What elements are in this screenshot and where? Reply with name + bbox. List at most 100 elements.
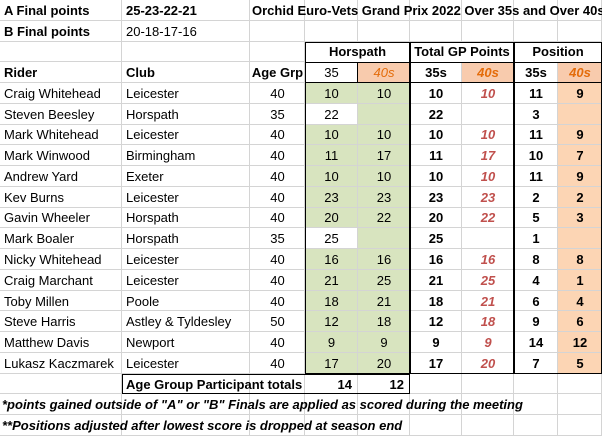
cell (250, 0, 305, 21)
cell-text: 17 (480, 148, 496, 164)
cell-text: 9 (576, 168, 584, 184)
cell (305, 124, 358, 146)
cell (305, 415, 358, 436)
note: *points gained outside of "A" or "B" Fin… (2, 397, 523, 413)
cell-text: 22 (428, 106, 444, 122)
cell-text: Matthew Davis (4, 335, 90, 351)
cell-text: Toby Millen (4, 293, 70, 309)
cell (410, 0, 462, 21)
cell (0, 207, 122, 229)
cell (250, 20, 305, 42)
cell-text: Nicky Whitehead (4, 252, 102, 268)
cell (305, 20, 358, 42)
cell (514, 311, 558, 333)
cell (250, 249, 305, 270)
cell (410, 83, 462, 104)
cell (410, 290, 462, 312)
cell-text: 21 (480, 293, 496, 309)
cell-text: 22 (480, 210, 496, 226)
cell-text: 11 (529, 168, 543, 184)
cell-text: 10 (324, 168, 339, 184)
column-header: 35s (525, 65, 547, 81)
cell (0, 166, 122, 187)
column-header: 40s (569, 65, 591, 81)
cell-text: 12 (428, 314, 444, 330)
cell (305, 269, 358, 291)
cell-text: 10 (376, 127, 392, 143)
label: B Final points (4, 23, 90, 39)
cell (410, 207, 462, 229)
cell-text: 35 (270, 106, 285, 122)
cell-text: 40 (270, 335, 285, 351)
cell-text: 6 (576, 314, 584, 330)
cell-text: 1 (532, 231, 540, 247)
cell-text: 18 (428, 293, 444, 309)
cell-text: 40 (270, 85, 285, 101)
cell-text: 2 (576, 189, 584, 205)
cell-text: Leicester (126, 252, 179, 268)
cell (250, 332, 305, 353)
cell (305, 290, 358, 312)
cell-text (462, 104, 514, 125)
cell-text: 16 (428, 252, 444, 268)
cell-text: Steve Harris (4, 314, 76, 330)
cell (0, 332, 122, 353)
cell (514, 332, 558, 353)
cell-text: 4 (576, 293, 584, 309)
cell-text: 9 (532, 314, 540, 330)
cell (305, 83, 358, 104)
cell (514, 20, 558, 42)
cell-text: 8 (532, 252, 540, 268)
cell (250, 394, 305, 416)
cell (250, 207, 305, 229)
cell-text: Leicester (126, 85, 179, 101)
cell-text: 11 (429, 148, 443, 164)
value: 25-23-22-21 (126, 2, 197, 18)
cell (514, 83, 558, 104)
cell-text (558, 228, 602, 249)
cell (0, 0, 122, 21)
cell-text: 25 (324, 231, 339, 247)
cell (358, 0, 410, 21)
cell-text: 23 (480, 189, 496, 205)
cell (305, 103, 358, 125)
cell (305, 186, 358, 208)
cell (410, 394, 462, 416)
cell-text: 12 (572, 335, 588, 351)
cell (462, 394, 514, 416)
cell (514, 166, 558, 187)
column-header: 35s (425, 65, 447, 81)
cell (410, 20, 462, 42)
cell-text: 9 (432, 335, 440, 351)
cell-text (558, 104, 602, 125)
cell-text: 17 (324, 355, 339, 371)
cell (122, 311, 250, 333)
cell-text: Leicester (126, 189, 179, 205)
cell-text: Leicester (126, 127, 179, 143)
cell (305, 228, 358, 250)
cell-text: 25 (480, 272, 496, 288)
cell-text: Exeter (126, 168, 164, 184)
cell (0, 228, 122, 250)
cell (0, 62, 122, 84)
cell-text: 10 (376, 85, 392, 101)
column-header: 40s (477, 65, 499, 81)
cell-text: 12 (324, 314, 339, 330)
cell-text: 40 (270, 168, 285, 184)
cell (0, 124, 122, 146)
cell-text: 11 (324, 148, 339, 164)
cell-text: 25 (428, 231, 444, 247)
cell (305, 332, 358, 353)
cell (514, 124, 558, 146)
cell-text (358, 228, 410, 249)
cell (250, 62, 305, 84)
column-header: 40s (373, 65, 395, 81)
cell-text: 40 (270, 252, 285, 268)
cell (410, 166, 462, 187)
cell (558, 20, 602, 42)
cell (514, 228, 558, 250)
cell (358, 394, 410, 416)
cell-text: 21 (324, 272, 339, 288)
cell (122, 269, 250, 291)
